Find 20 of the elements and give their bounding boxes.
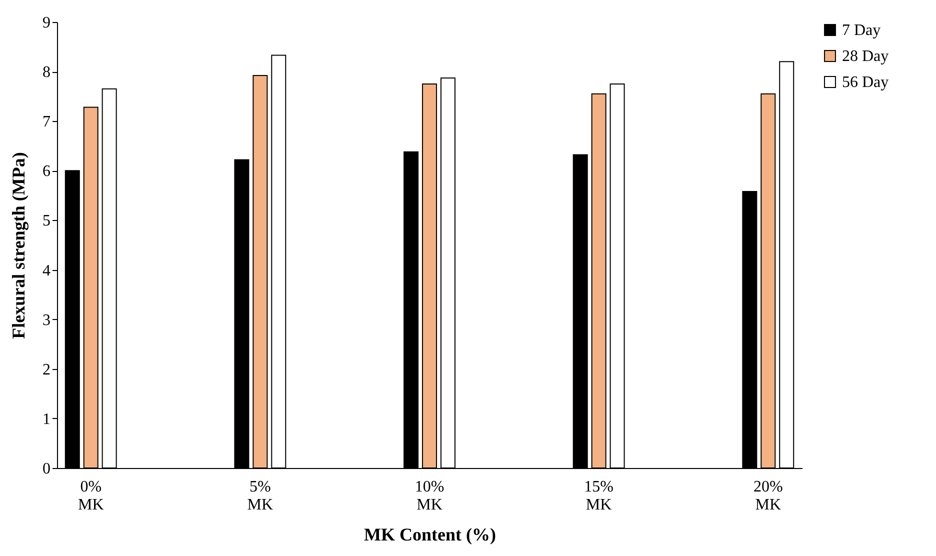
y-tick-label: 1: [42, 410, 50, 428]
x-tick-label: 20% MK: [753, 478, 783, 514]
y-axis-title: Flexural strength (MPa): [8, 152, 28, 339]
y-tick-label: 0: [42, 460, 50, 478]
legend-label: 7 Day: [842, 22, 881, 39]
x-tick-label: 0% MK: [78, 478, 104, 514]
x-tick-label: 15% MK: [584, 478, 614, 514]
x-axis-title: MK Content (%): [364, 524, 496, 544]
x-tick-label: 10% MK: [414, 478, 444, 514]
x-tick-label: 5% MK: [247, 478, 274, 514]
y-tick-label: 3: [42, 312, 50, 329]
legend-label: 56 Day: [842, 74, 889, 91]
y-tick-label: 6: [42, 163, 50, 180]
y-tick-label: 7: [42, 114, 50, 131]
legend-label: 28 Day: [842, 48, 889, 65]
y-tick-label: 2: [42, 361, 50, 378]
y-tick-label: 9: [42, 14, 50, 32]
y-tick-label: 5: [42, 212, 50, 230]
y-tick-label: 4: [42, 262, 50, 280]
y-tick-label: 8: [42, 64, 50, 82]
